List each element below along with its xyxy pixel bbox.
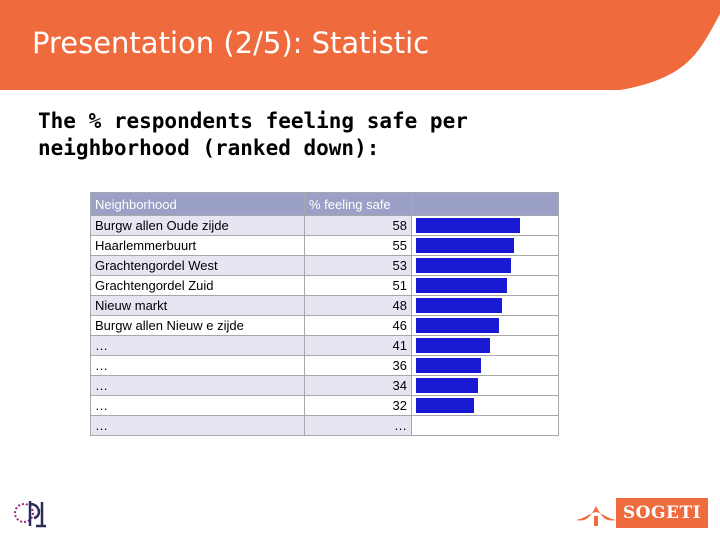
bar-cell xyxy=(411,375,559,396)
table-row: Grachtengordel West 53 xyxy=(90,255,559,276)
pct-safe-bar xyxy=(416,398,474,413)
safety-table-container: Neighborhood % feeling safe Burgw allen … xyxy=(90,192,559,436)
table-row: … 41 xyxy=(90,335,559,356)
table-row: Grachtengordel Zuid 51 xyxy=(90,275,559,296)
pct-safe-value: 36 xyxy=(304,355,412,376)
bar-cell xyxy=(411,355,559,376)
table-row: Burgw allen Nieuw e zijde 46 xyxy=(90,315,559,336)
sogeti-spade-icon xyxy=(576,506,616,526)
neighborhood-name: Grachtengordel Zuid xyxy=(90,275,305,296)
pct-safe-value: 48 xyxy=(304,295,412,316)
bar-cell xyxy=(411,335,559,356)
table-header-row: Neighborhood % feeling safe xyxy=(90,192,559,216)
bar-cell xyxy=(411,255,559,276)
safety-table: Neighborhood % feeling safe Burgw allen … xyxy=(90,192,559,436)
bar-cell xyxy=(411,395,559,416)
column-header-neighborhood: Neighborhood xyxy=(90,192,305,216)
table-body: Burgw allen Oude zijde 58 Haarlemmerbuurt 5… xyxy=(90,215,559,436)
pct-safe-value: 46 xyxy=(304,315,412,336)
table-row: …… xyxy=(90,415,559,436)
neighborhood-name: … xyxy=(90,375,305,396)
pct-safe-value: 53 xyxy=(304,255,412,276)
column-header-pct-safe: % feeling safe xyxy=(304,192,412,216)
slide-header: Presentation (2/5): Statistic xyxy=(0,0,720,92)
pct-safe-bar xyxy=(416,358,481,373)
bar-cell xyxy=(411,215,559,236)
pct-safe-value: 32 xyxy=(304,395,412,416)
slide-subtitle: The % respondents feeling safe per neigh… xyxy=(38,109,468,160)
column-header-bar xyxy=(411,192,559,216)
ipi-logo-icon xyxy=(12,496,52,530)
neighborhood-name: … xyxy=(90,415,305,436)
neighborhood-name: Grachtengordel West xyxy=(90,255,305,276)
neighborhood-name: Burgw allen Nieuw e zijde xyxy=(90,315,305,336)
pct-safe-bar xyxy=(416,218,520,233)
pct-safe-value: 34 xyxy=(304,375,412,396)
table-row: Haarlemmerbuurt 55 xyxy=(90,235,559,256)
table-row: … 34 xyxy=(90,375,559,396)
pct-safe-value: 51 xyxy=(304,275,412,296)
sogeti-logo: SOGETI xyxy=(576,498,708,528)
pct-safe-value: 58 xyxy=(304,215,412,236)
pct-safe-bar xyxy=(416,378,478,393)
neighborhood-name: … xyxy=(90,355,305,376)
pct-safe-bar xyxy=(416,318,499,333)
bar-cell xyxy=(411,275,559,296)
neighborhood-name: Haarlemmerbuurt xyxy=(90,235,305,256)
pct-safe-value: 41 xyxy=(304,335,412,356)
bar-cell xyxy=(411,235,559,256)
neighborhood-name: … xyxy=(90,335,305,356)
neighborhood-name: … xyxy=(90,395,305,416)
table-row: … 32 xyxy=(90,395,559,416)
pct-safe-bar xyxy=(416,238,514,253)
header-band xyxy=(0,0,720,90)
neighborhood-name: Burgw allen Oude zijde xyxy=(90,215,305,236)
table-row: Burgw allen Oude zijde 58 xyxy=(90,215,559,236)
pct-safe-bar xyxy=(416,278,507,293)
bar-cell xyxy=(411,315,559,336)
bar-cell xyxy=(411,415,559,436)
bar-cell xyxy=(411,295,559,316)
pct-safe-bar xyxy=(416,258,511,273)
table-row: Nieuw markt 48 xyxy=(90,295,559,316)
table-row: … 36 xyxy=(90,355,559,376)
pct-safe-bar xyxy=(416,338,490,353)
sogeti-wordmark: SOGETI xyxy=(616,498,708,528)
slide-title: Presentation (2/5): Statistic xyxy=(32,26,430,60)
pct-safe-value: 55 xyxy=(304,235,412,256)
pct-safe-value: … xyxy=(304,415,412,436)
neighborhood-name: Nieuw markt xyxy=(90,295,305,316)
pct-safe-bar xyxy=(416,298,502,313)
